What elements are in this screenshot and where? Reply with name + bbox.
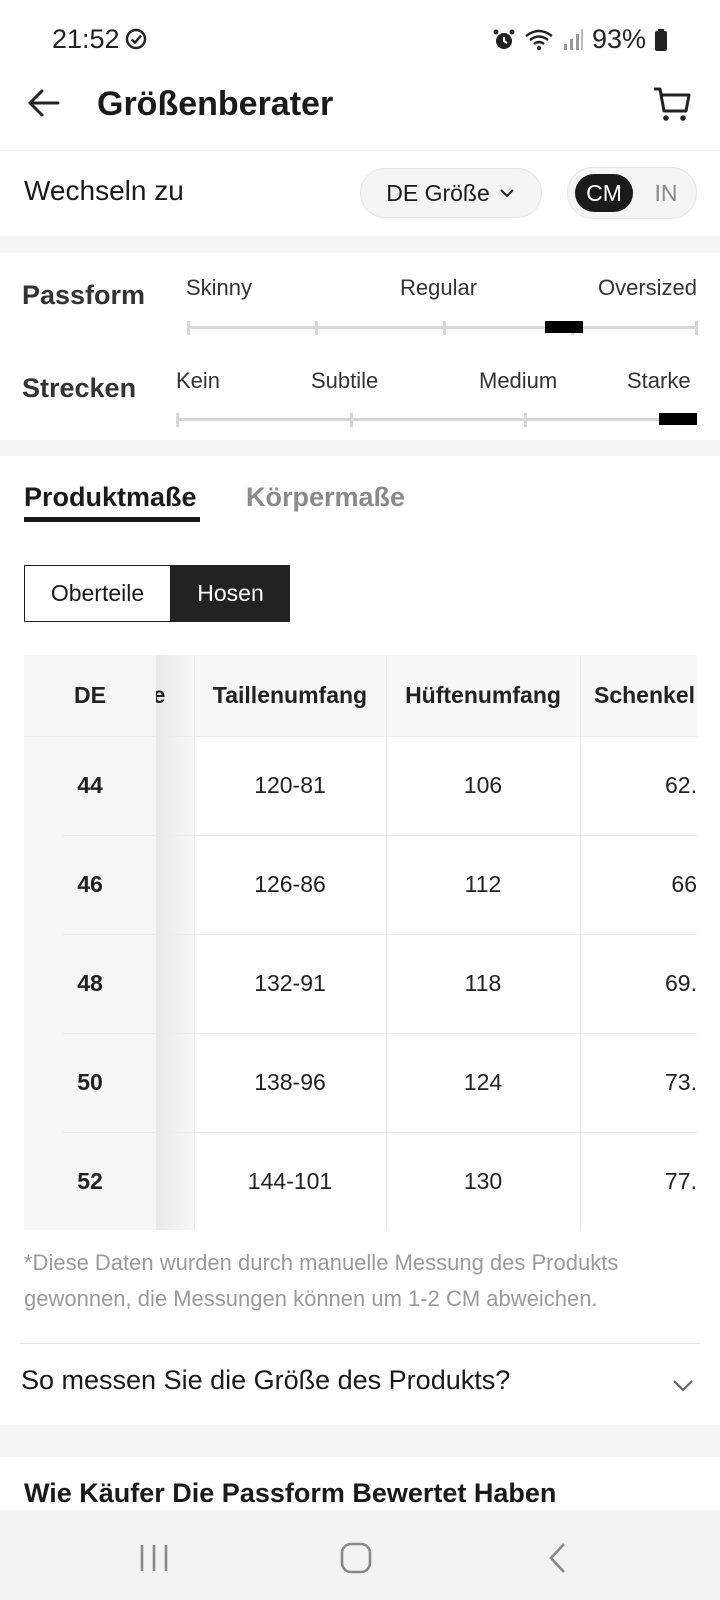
tab-produktmasse[interactable]: Produktmaße	[24, 482, 197, 512]
system-nav-bar	[0, 1510, 720, 1600]
row-divider	[24, 736, 697, 737]
strecken-track	[176, 418, 697, 421]
table-cell-schenkel: 69.	[665, 970, 697, 996]
switch-label: Wechseln zu	[24, 175, 184, 206]
table-cell-huefte: 124	[463, 1069, 503, 1095]
col-divider	[580, 655, 581, 1230]
howto-label[interactable]: So messen Sie die Größe des Produkts?	[21, 1365, 511, 1395]
table-cell-taille: 138-96	[254, 1069, 326, 1095]
table-cell-de: 52	[77, 1167, 103, 1194]
passform-tick	[187, 321, 190, 335]
row-divider	[62, 835, 697, 836]
measurement-note: *Diese Daten wurden durch manuelle Messu…	[24, 1250, 619, 1311]
table-cell-taille: 126-86	[254, 871, 326, 897]
passform-tick	[695, 321, 698, 335]
status-right: 93%	[492, 24, 668, 55]
passform-label: Passform	[22, 280, 146, 310]
passform-option-skinny: Skinny	[186, 275, 253, 300]
passform-tick	[443, 321, 446, 335]
strecken-option-subtile: Subtile	[311, 368, 379, 393]
strecken-marker	[659, 413, 697, 425]
home-icon[interactable]	[340, 1542, 372, 1574]
unit-cm-button[interactable]: CM	[575, 174, 633, 212]
cart-icon[interactable]	[652, 84, 692, 124]
passform-option-regular: Regular	[400, 275, 478, 300]
section-gap	[0, 440, 720, 456]
table-header-hueftenumfang: Hüftenumfang	[405, 682, 561, 708]
size-system-dropdown[interactable]: DE Größe	[360, 168, 542, 218]
table-cell-de: 48	[77, 970, 103, 996]
passform-track	[187, 326, 697, 329]
section-gap	[0, 1425, 720, 1457]
passform-marker	[545, 321, 584, 333]
table-cell-huefte: 130	[463, 1167, 503, 1194]
section-gap	[0, 236, 720, 253]
table-header-de: DE	[74, 682, 106, 708]
strecken-tick	[524, 413, 527, 427]
status-bar: 21:52 93%	[0, 0, 720, 80]
strecken-tick	[350, 413, 353, 427]
row-divider	[62, 934, 697, 935]
segment-hosen[interactable]: Hosen	[171, 565, 290, 622]
table-scroll-shadow	[156, 655, 194, 1230]
size-system-value: DE Größe	[386, 179, 490, 206]
table-header-schenkel: Schenkel	[594, 682, 695, 708]
strecken-label: Strecken	[22, 373, 137, 403]
table-cell-taille: 144-101	[247, 1167, 333, 1194]
wifi-icon	[525, 29, 553, 50]
table-cell-schenkel: 62.	[665, 772, 697, 798]
recent-apps-icon[interactable]	[138, 1542, 170, 1574]
app-header	[0, 80, 720, 151]
strecken-tick	[176, 413, 179, 427]
battery-icon	[655, 28, 667, 51]
col-divider	[386, 655, 387, 1230]
strecken-option-medium: Medium	[479, 368, 558, 393]
table-cell-schenkel: 73.	[665, 1069, 697, 1095]
passform-option-oversized: Oversized	[598, 275, 698, 300]
alarm-icon	[493, 29, 515, 49]
page-title: Größenberater	[97, 85, 334, 123]
table-cell-huefte: 112	[464, 871, 502, 897]
table-cell-de: 46	[77, 871, 103, 897]
tab-active-underline	[24, 517, 200, 522]
signal-icon	[563, 28, 583, 50]
strecken-option-kein: Kein	[176, 368, 221, 393]
passform-tick	[315, 321, 318, 335]
strecken-option-starke: Starke	[627, 368, 691, 393]
status-time: 21:52	[52, 24, 120, 54]
table-cell-taille: 132-91	[254, 970, 326, 996]
table-cell-schenkel: 77.	[665, 1167, 697, 1194]
col-divider	[194, 655, 195, 1230]
table-header-taillenumfang: Taillenumfang	[212, 682, 368, 708]
row-divider	[62, 1132, 697, 1133]
reviews-title: Wie Käufer Die Passform Bewertet Haben	[24, 1478, 557, 1508]
table-cell-taille: 120-81	[254, 772, 326, 798]
row-divider	[62, 1033, 697, 1034]
table-cell-schenkel: 66	[671, 871, 697, 897]
back-arrow-icon[interactable]	[26, 85, 62, 121]
size-table[interactable]: e DE Taillenumfang Hüftenumfang Schenkel…	[24, 655, 697, 1230]
table-cell-huefte: 118	[464, 970, 502, 996]
check-circle-icon	[125, 28, 147, 50]
unit-in-button[interactable]: IN	[654, 179, 678, 206]
tab-koerpermasse[interactable]: Körpermaße	[246, 482, 406, 512]
divider	[20, 1343, 700, 1344]
chevron-down-icon[interactable]	[670, 1372, 696, 1398]
battery-percent: 93%	[591, 24, 646, 54]
frozen-column-bg	[24, 655, 156, 1230]
table-cell-de: 50	[77, 1069, 103, 1095]
chevron-down-icon	[500, 189, 514, 198]
back-icon[interactable]	[546, 1542, 570, 1574]
table-cell-de: 44	[77, 772, 103, 798]
table-cell-huefte: 106	[463, 772, 503, 798]
segment-oberteile[interactable]: Oberteile	[24, 565, 171, 622]
